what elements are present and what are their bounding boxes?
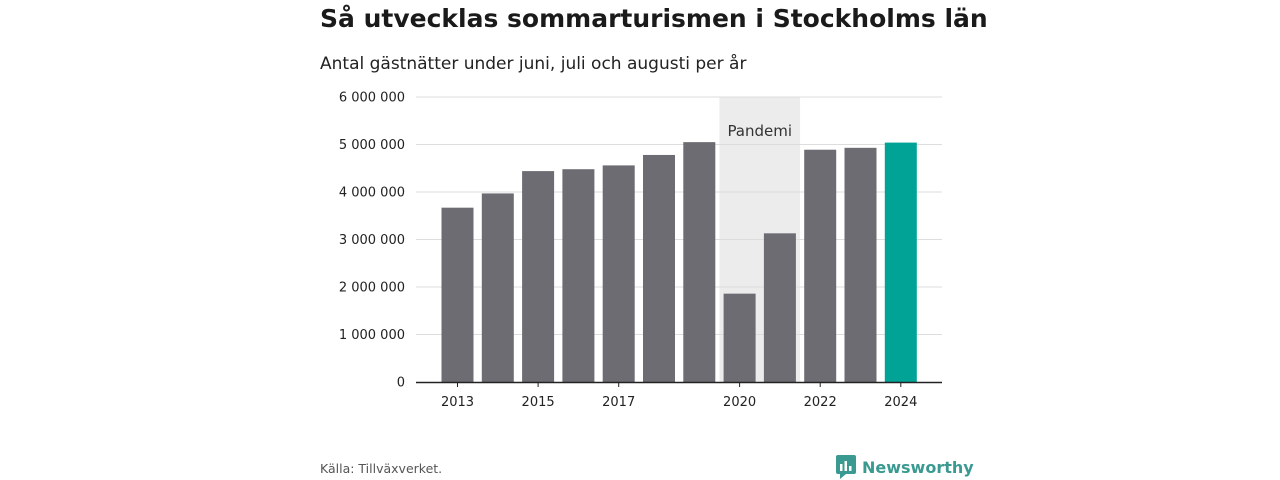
chart-title: Så utvecklas sommarturismen i Stockholms… — [320, 4, 988, 33]
x-tick-label: 2017 — [602, 395, 635, 410]
pandemic-label: Pandemi — [727, 122, 792, 140]
y-tick-label: 5 000 000 — [339, 138, 405, 153]
bar-2013 — [441, 207, 474, 382]
x-tick-label: 2013 — [441, 395, 474, 410]
x-tick-label: 2022 — [804, 395, 837, 410]
bar-2023 — [844, 147, 877, 382]
y-tick-label: 6 000 000 — [339, 91, 405, 106]
y-tick-label: 1 000 000 — [339, 328, 405, 343]
x-tick-label: 2015 — [522, 395, 555, 410]
y-tick-label: 2 000 000 — [339, 281, 405, 296]
newsworthy-logo-icon — [836, 455, 856, 479]
bar-2016 — [562, 169, 595, 382]
bar-2024 — [884, 142, 917, 382]
bar-2021 — [763, 233, 796, 382]
bar-2015 — [522, 171, 555, 382]
bar-2014 — [481, 193, 514, 382]
brand-name: Newsworthy — [862, 457, 974, 477]
bar-2017 — [602, 165, 635, 382]
source-note: Källa: Tillväxverket. — [320, 461, 443, 476]
bar-2019 — [683, 142, 716, 382]
y-tick-label: 3 000 000 — [339, 233, 405, 248]
x-tick-label: 2024 — [884, 395, 917, 410]
bar-2018 — [643, 154, 675, 382]
y-tick-label: 4 000 000 — [339, 186, 405, 201]
x-tick-label: 2020 — [723, 395, 756, 410]
chart-subtitle: Antal gästnätter under juni, juli och au… — [320, 54, 747, 74]
brand-logo: Newsworthy — [836, 455, 974, 479]
bar-2020 — [723, 293, 756, 382]
y-tick-label: 0 — [397, 376, 405, 391]
bar-2022 — [804, 149, 837, 382]
